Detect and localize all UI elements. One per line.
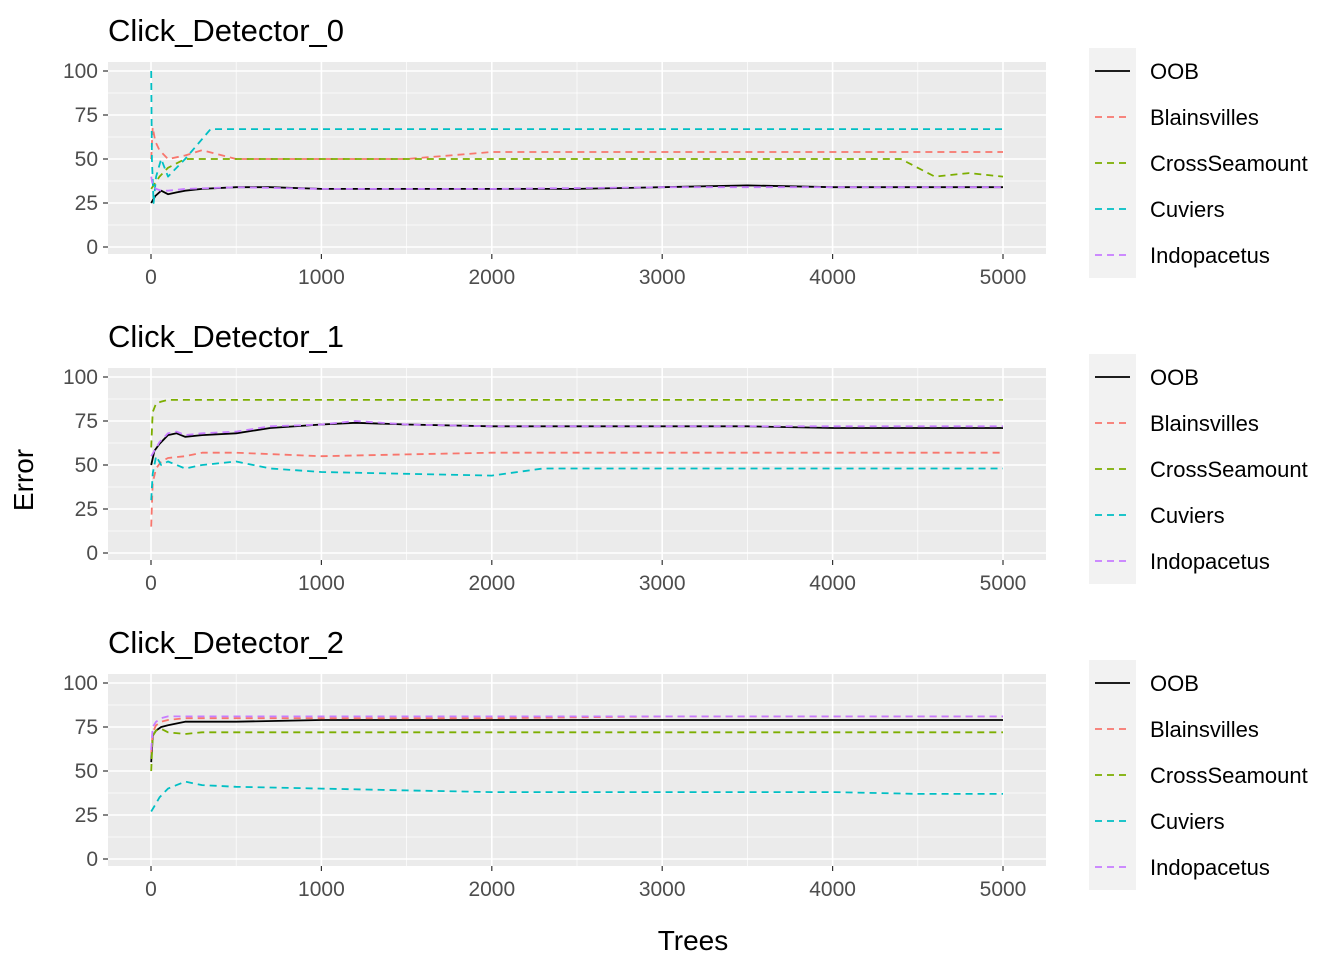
- x-tick-label: 1000: [298, 572, 345, 595]
- legend-label: Cuviers: [1150, 503, 1225, 528]
- y-tick-label: 100: [63, 366, 98, 389]
- legend-label: OOB: [1150, 365, 1199, 390]
- y-tick-label: 50: [75, 760, 98, 783]
- series-line-indopacetus: [150, 420, 1003, 457]
- x-tick-label: 0: [145, 266, 157, 289]
- panel-title: Click_Detector_2: [108, 625, 344, 660]
- chart-panel-1: Click_Detector_1 0 1000 2000 3000 4000 5000 0 25…: [63, 319, 1308, 595]
- x-tick-label: 2000: [468, 878, 515, 901]
- x-tick-label: 1000: [298, 878, 345, 901]
- y-tick-label: 25: [75, 498, 98, 521]
- x-tick-label: 4000: [809, 572, 856, 595]
- series-line-crossseamount: [150, 727, 1003, 772]
- series-line-cuviers: [150, 455, 1003, 501]
- legend: OOB Blainsvilles CrossSeamount Cuviers Indop…: [1089, 660, 1308, 890]
- y-tick-label: 0: [86, 848, 98, 871]
- x-tick-label: 3000: [639, 572, 686, 595]
- y-tick-label: 100: [63, 60, 98, 83]
- x-tick-label: 2000: [468, 572, 515, 595]
- chart-panel-0: Click_Detector_0 0 1000 2000 3000 4000 5000 0 25…: [63, 13, 1308, 289]
- legend-label: Blainsvilles: [1150, 105, 1259, 130]
- x-tick-label: 5000: [980, 266, 1027, 289]
- y-tick-label: 25: [75, 804, 98, 827]
- x-tick-label: 0: [145, 572, 157, 595]
- legend-label: Indopacetus: [1150, 243, 1270, 268]
- x-axis-title: Trees: [658, 925, 729, 956]
- y-tick-label: 50: [75, 454, 98, 477]
- legend: OOB Blainsvilles CrossSeamount Cuviers Indop…: [1089, 354, 1308, 584]
- x-tick-label: 5000: [980, 572, 1027, 595]
- panel-title: Click_Detector_1: [108, 319, 344, 354]
- legend-label: OOB: [1150, 59, 1199, 84]
- legend-label: Indopacetus: [1150, 855, 1270, 880]
- legend-label: Cuviers: [1150, 197, 1225, 222]
- y-tick-label: 100: [63, 672, 98, 695]
- series-group: [150, 398, 1003, 527]
- x-tick-label: 4000: [809, 266, 856, 289]
- x-tick-label: 1000: [298, 266, 345, 289]
- panel-title: Click_Detector_0: [108, 13, 344, 48]
- series-line-crossseamount: [150, 398, 1003, 448]
- series-group: [150, 70, 1004, 204]
- legend-label: Cuviers: [1150, 809, 1225, 834]
- x-tick-label: 4000: [809, 878, 856, 901]
- x-tick-label: 3000: [639, 878, 686, 901]
- series-line-crossseamount: [150, 158, 1004, 190]
- legend: OOB Blainsvilles CrossSeamount Cuviers Indop…: [1089, 48, 1308, 278]
- y-tick-label: 0: [86, 542, 98, 565]
- y-tick-label: 75: [75, 104, 98, 127]
- series-line-cuviers: [150, 70, 1003, 204]
- series-line-oob: [150, 184, 1003, 204]
- legend-label: CrossSeamount: [1150, 151, 1308, 176]
- legend-label: CrossSeamount: [1150, 457, 1308, 482]
- legend-label: CrossSeamount: [1150, 763, 1308, 788]
- y-tick-label: 75: [75, 410, 98, 433]
- legend-label: Blainsvilles: [1150, 717, 1259, 742]
- y-tick-label: 0: [86, 236, 98, 259]
- y-axis-title: Error: [8, 449, 39, 511]
- x-tick-label: 0: [145, 878, 157, 901]
- legend-label: Blainsvilles: [1150, 411, 1259, 436]
- y-tick-label: 75: [75, 716, 98, 739]
- series-group: [150, 715, 1003, 812]
- chart-panel-2: Click_Detector_2 0 1000 2000 3000 4000 5000 0 25…: [63, 625, 1308, 901]
- x-tick-label: 5000: [980, 878, 1027, 901]
- y-tick-label: 25: [75, 192, 98, 215]
- x-tick-label: 2000: [468, 266, 515, 289]
- legend-label: OOB: [1150, 671, 1199, 696]
- series-line-indopacetus: [150, 715, 1003, 750]
- legend-label: Indopacetus: [1150, 549, 1270, 574]
- series-line-cuviers: [150, 780, 1003, 812]
- series-line-blainsvilles: [150, 126, 1003, 160]
- series-line-indopacetus: [150, 176, 1003, 192]
- x-tick-label: 3000: [639, 266, 686, 289]
- y-tick-label: 50: [75, 148, 98, 171]
